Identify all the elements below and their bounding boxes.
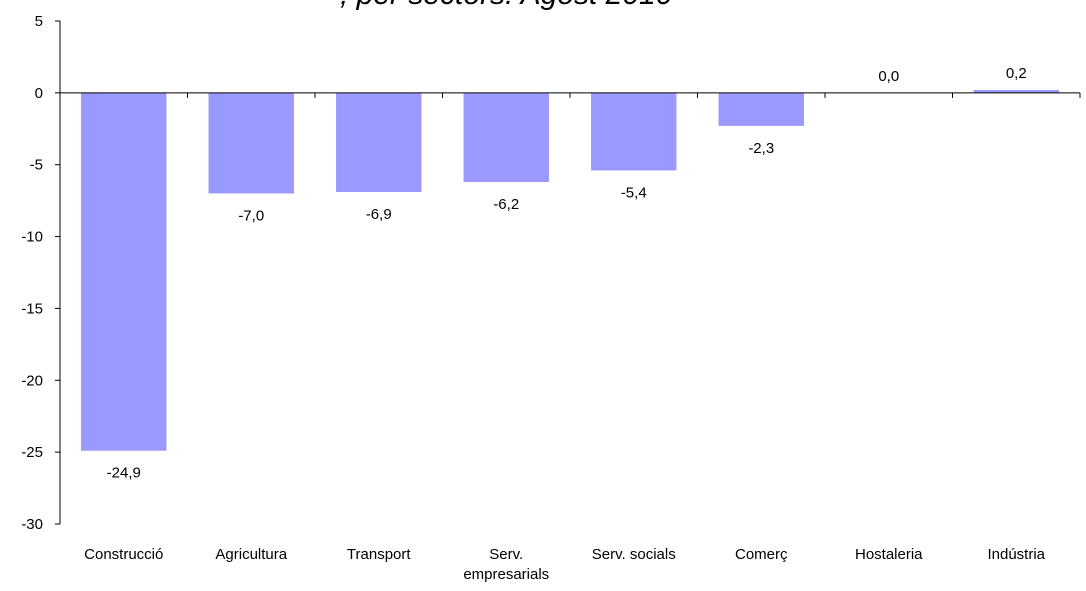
category-label: Comerç <box>735 546 788 563</box>
data-label: 0,0 <box>878 68 899 85</box>
category-label: Hostaleria <box>855 546 923 563</box>
data-label: -24,9 <box>107 465 141 482</box>
category-label: Serv. socials <box>592 546 676 563</box>
category-label: Indústria <box>987 546 1045 563</box>
bar <box>209 93 294 194</box>
category-label: Transport <box>347 546 411 563</box>
category-label: Serv. empresarials <box>463 546 549 583</box>
category-label-line: empresarials <box>463 566 549 583</box>
data-label: -6,9 <box>366 206 392 223</box>
category-label-line: Comerç <box>735 546 788 563</box>
category-label-line: Indústria <box>987 546 1045 563</box>
y-tick-label: -25 <box>21 444 43 461</box>
category-label-line: Transport <box>347 546 411 563</box>
category-label-line: Hostaleria <box>855 546 923 563</box>
bar <box>464 93 549 182</box>
bar <box>336 93 421 192</box>
y-tick-label: 5 <box>35 13 43 30</box>
y-tick-label: -20 <box>21 372 43 389</box>
bar <box>719 93 804 126</box>
category-label: Agricultura <box>215 546 287 563</box>
y-tick-label: 0 <box>35 85 43 102</box>
bar <box>591 93 676 171</box>
category-label-line: Serv. socials <box>592 546 676 563</box>
bar <box>81 93 166 451</box>
data-label: -6,2 <box>493 196 519 213</box>
chart-title: , per sectors. Agost 2010 <box>340 0 672 12</box>
data-label: -7,0 <box>238 207 264 224</box>
category-label-line: Agricultura <box>215 546 287 563</box>
category-label-line: Serv. <box>489 546 523 563</box>
y-tick-label: -10 <box>21 229 43 246</box>
data-label: -5,4 <box>621 184 647 201</box>
y-tick-label: -30 <box>21 516 43 533</box>
data-label: 0,2 <box>1006 65 1027 82</box>
data-label: -2,3 <box>748 140 774 157</box>
y-tick-label: -5 <box>30 157 43 174</box>
category-label-line: Construcció <box>84 546 163 563</box>
y-tick-label: -15 <box>21 300 43 317</box>
category-label: Construcció <box>84 546 163 563</box>
